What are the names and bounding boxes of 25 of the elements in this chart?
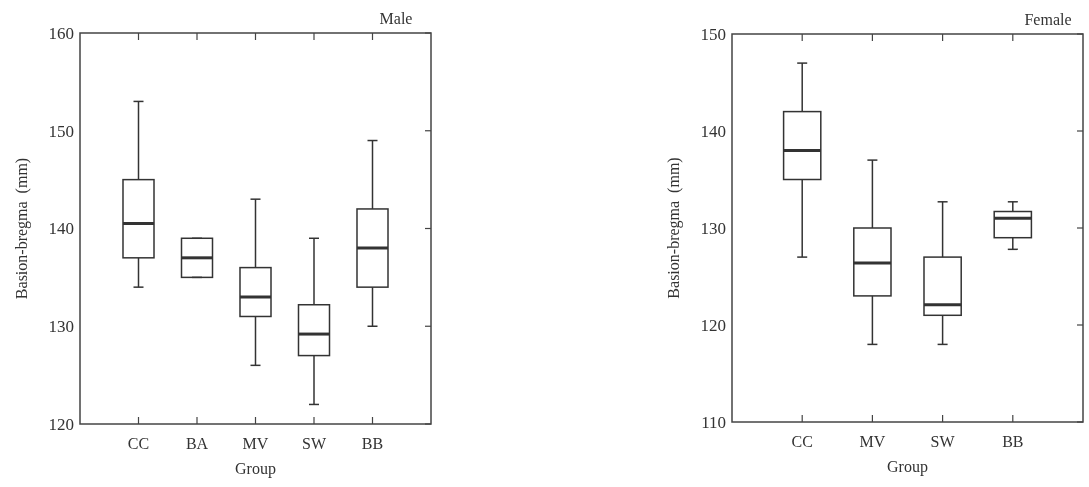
y-tick-label: 160 <box>48 23 74 43</box>
y-tick-label: 150 <box>700 24 726 44</box>
x-tick-label: BB <box>1002 433 1024 450</box>
y-tick-label: 120 <box>700 315 726 335</box>
y-tick-label: 150 <box>48 121 74 141</box>
y-tick-label: 120 <box>48 414 74 434</box>
x-tick-label: SW <box>930 433 956 450</box>
x-axis-title: Group <box>887 458 928 476</box>
x-tick-label: CC <box>127 435 150 452</box>
y-tick-label: 140 <box>700 121 726 141</box>
y-axis-title: Basion-bregma (mm) <box>13 157 31 300</box>
x-tick-label: BB <box>361 435 384 452</box>
y-tick-label: 130 <box>700 218 726 238</box>
x-tick-label: CC <box>791 433 813 450</box>
chart-title: Male <box>379 10 413 27</box>
chart-title: Female <box>1024 11 1072 28</box>
y-tick-label: 130 <box>48 317 74 337</box>
y-axis-title: Basion-bregma (mm) <box>665 157 683 299</box>
y-tick-label: 110 <box>701 412 726 432</box>
x-tick-label: BA <box>185 435 209 452</box>
x-tick-label: MV <box>859 433 886 450</box>
x-tick-label: SW <box>302 435 327 452</box>
x-axis-title: Group <box>235 460 276 478</box>
x-tick-label: MV <box>242 435 269 452</box>
y-tick-label: 140 <box>48 219 74 239</box>
